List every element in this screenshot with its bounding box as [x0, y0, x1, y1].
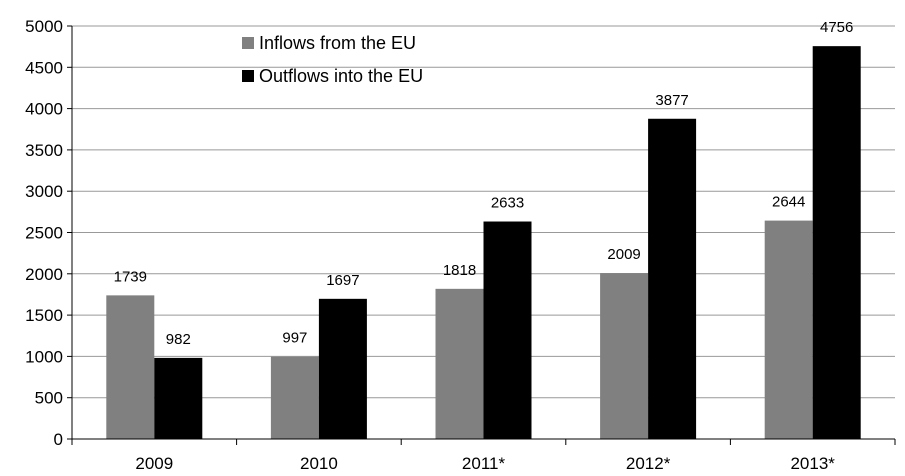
y-tick-label: 5000: [25, 17, 63, 36]
y-tick-label: 1500: [25, 306, 63, 325]
data-label: 1697: [326, 272, 359, 289]
x-tick-label: 2012*: [626, 454, 671, 473]
data-label: 2009: [607, 246, 640, 263]
bar-outflows-2012: [648, 118, 697, 439]
data-label: 1739: [114, 268, 147, 285]
bar-outflows-2013: [812, 46, 861, 440]
legend-label: Outflows into the EU: [259, 66, 423, 86]
legend-swatch: [242, 37, 254, 49]
labels-layer: 0 500 1000 1500 2000 2500 3000 3500 4000 4500 5000…: [25, 17, 853, 473]
data-label: 997: [282, 330, 307, 347]
legend-label: Inflows from the EU: [259, 33, 416, 53]
data-label: 3877: [655, 92, 688, 109]
bar-outflows-2010: [318, 298, 367, 439]
y-tick-label: 1000: [25, 347, 63, 366]
axes-layer: [67, 25, 896, 445]
y-tick-label: 500: [35, 389, 63, 408]
x-tick-label: 2009: [135, 454, 173, 473]
bar-inflows-2009: [106, 295, 155, 439]
bar-outflows-2009: [154, 357, 203, 439]
bar-inflows-2011: [435, 288, 484, 439]
bar-inflows-2013: [764, 220, 813, 439]
y-tick-label: 3500: [25, 141, 63, 160]
data-label: 2644: [772, 194, 805, 211]
data-label: 2633: [491, 195, 524, 212]
data-label: 4756: [820, 19, 853, 36]
bars-layer: [106, 46, 861, 440]
bar-inflows-2010: [270, 356, 319, 439]
data-label: 982: [166, 331, 191, 348]
legend-swatch: [242, 70, 254, 82]
data-label: 1818: [443, 262, 476, 279]
y-tick-label: 2000: [25, 265, 63, 284]
legend: Inflows from the EU Outflows into the EU: [242, 33, 423, 86]
x-tick-label: 2013*: [790, 454, 835, 473]
y-tick-label: 2500: [25, 224, 63, 243]
x-tick-label: 2010: [300, 454, 338, 473]
y-tick-label: 0: [54, 430, 63, 449]
y-tick-label: 4000: [25, 100, 63, 119]
bar-outflows-2011: [483, 221, 532, 439]
x-tick-label: 2011*: [462, 454, 506, 473]
y-tick-label: 4500: [25, 58, 63, 77]
y-tick-label: 3000: [25, 182, 63, 201]
bar-inflows-2012: [600, 273, 649, 439]
